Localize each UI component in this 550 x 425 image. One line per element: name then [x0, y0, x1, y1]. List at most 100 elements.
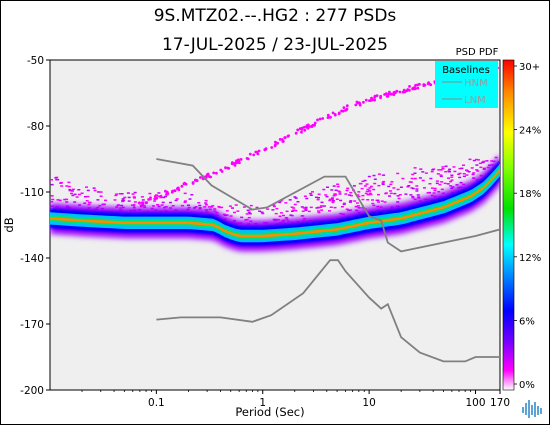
psd-trace-dot	[430, 187, 434, 189]
psd-trace-dot	[332, 195, 336, 197]
psd-trace-dot	[293, 196, 297, 198]
psd-trace-dot	[120, 193, 124, 195]
psd-trace-dot	[389, 192, 393, 195]
psd-trace-dot	[406, 186, 410, 188]
psd-trace-dot	[353, 200, 357, 202]
psd-trace-dot	[116, 204, 120, 207]
psd-trace-dot	[317, 197, 320, 199]
psd-trace-dot	[56, 178, 60, 181]
psd-trend-dot	[298, 127, 302, 131]
psd-trace-dot	[228, 205, 232, 207]
psd-trend-dot	[402, 88, 406, 92]
psd-trace-dot	[368, 192, 372, 194]
psd-trend-dot	[206, 172, 210, 176]
psd-trace-dot	[54, 177, 58, 179]
psd-trace-dot	[411, 187, 415, 190]
psd-trace-dot	[113, 199, 117, 201]
psd-trace-dot	[440, 181, 444, 183]
psd-trace-dot	[450, 179, 454, 181]
psd-trace-dot	[50, 183, 54, 186]
psd-trend-dot	[252, 153, 256, 157]
psd-trace-dot	[204, 202, 208, 204]
psd-trend-dot	[199, 176, 202, 179]
psd-trace-dot	[309, 206, 313, 209]
psd-trend-dot	[296, 128, 300, 132]
psd-trace-dot	[460, 167, 464, 170]
psd-trace-dot	[335, 198, 339, 200]
y-tick-label: -110	[20, 187, 44, 199]
psd-trace-dot	[217, 205, 221, 208]
psd-trace-dot	[274, 218, 278, 221]
psd-trace-dot	[207, 206, 211, 208]
psd-density	[50, 66, 500, 252]
psd-trace-dot	[334, 189, 338, 191]
logo-waveform-icon	[522, 400, 542, 418]
psd-trace-dot	[231, 207, 234, 209]
psd-trace-dot	[458, 172, 462, 175]
psd-trace-dot	[377, 193, 380, 196]
baseline-lnm	[156, 259, 500, 363]
psd-trace-dot	[348, 194, 351, 196]
psd-trace-dot	[272, 204, 276, 206]
psd-trend-dot	[356, 101, 359, 105]
psd-trace-dot	[371, 202, 375, 205]
psd-trace-dot	[309, 194, 313, 196]
psd-trace-dot	[266, 208, 270, 210]
psd-trend-dot	[405, 89, 409, 93]
psd-trace-dot	[336, 185, 340, 188]
psd-trace-dot	[382, 174, 386, 176]
psd-trace-dot	[366, 199, 370, 201]
psd-trace-dot	[211, 205, 215, 207]
psd-trend-dot	[141, 202, 145, 206]
psd-trace-dot	[292, 209, 296, 211]
psd-trace-dot	[59, 181, 63, 184]
psd-trace-dot	[85, 186, 88, 188]
psd-trace-dot	[245, 213, 249, 215]
x-tick-label: 10	[362, 397, 375, 409]
colorbar-tick-label: 12%	[519, 253, 541, 264]
psd-trace-dot	[368, 190, 372, 192]
psd-trace-dot	[349, 194, 353, 197]
psd-trace-dot	[171, 205, 175, 207]
psd-trace-dot	[303, 195, 307, 197]
psd-trace-dot	[204, 199, 208, 202]
psd-trace-dot	[417, 197, 421, 199]
psd-trend-dot	[326, 116, 330, 119]
psd-trace-dot	[96, 199, 100, 201]
psd-trace-dot	[88, 201, 92, 204]
psd-trace-dot	[133, 191, 137, 194]
psd-trace-dot	[180, 204, 184, 207]
psd-trace-dot	[421, 179, 425, 182]
psd-trace-dot	[450, 187, 454, 189]
psd-trace-dot	[153, 200, 157, 202]
psd-trace-dot	[475, 158, 478, 161]
psd-trace-dot	[322, 188, 326, 191]
psd-trace-dot	[115, 193, 119, 195]
legend-lnm-label: LNM	[464, 95, 486, 106]
psd-trace-dot	[451, 186, 455, 188]
psd-trend-dot	[316, 118, 319, 122]
psd-trend-dot	[395, 89, 399, 93]
psd-trace-dot	[85, 200, 89, 202]
psd-trace-dot	[459, 181, 463, 184]
psd-trace-dot	[383, 201, 387, 203]
psd-trace-dot	[449, 185, 453, 187]
psd-trace-dot	[311, 191, 314, 193]
psd-trace-dot	[198, 207, 202, 209]
psd-trace-dot	[304, 206, 308, 209]
psd-trace-dot	[284, 202, 288, 204]
psd-trace-dot	[305, 197, 309, 200]
psd-trace-dot	[330, 189, 334, 191]
colorbar-tick-label: 6%	[519, 316, 535, 327]
psd-trace-dot	[67, 185, 71, 188]
psd-trace-dot	[349, 191, 353, 194]
psd-trend-dot	[370, 97, 374, 101]
psd-trace-dot	[114, 194, 118, 197]
psd-trace-dot	[490, 160, 494, 162]
psd-trace-dot	[220, 206, 224, 209]
psd-trend-dot	[373, 94, 377, 98]
psd-trace-dot	[132, 196, 136, 198]
psd-trace-dot	[240, 216, 244, 219]
psd-trace-dot	[294, 209, 298, 212]
